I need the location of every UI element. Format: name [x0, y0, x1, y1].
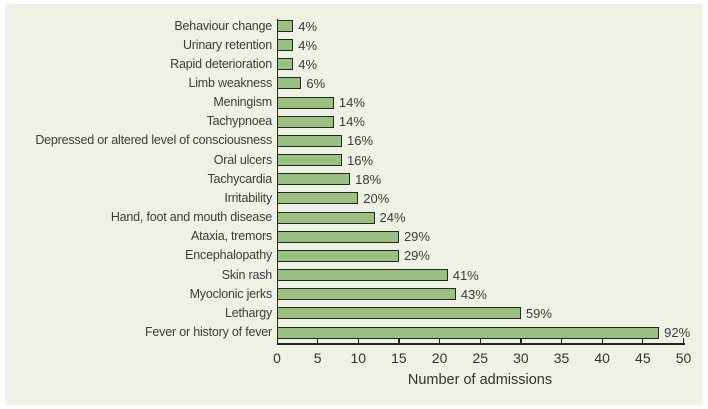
category-label: Meningism — [213, 95, 272, 110]
x-axis-tick-label: 0 — [273, 350, 281, 366]
bar — [277, 288, 456, 301]
bar — [277, 77, 302, 90]
bar-value-label: 4% — [298, 56, 318, 72]
bar — [277, 173, 351, 186]
bar-value-label: 14% — [338, 114, 365, 130]
bar — [277, 20, 294, 32]
bar-value-label: 41% — [452, 267, 479, 283]
category-label: Tachycardia — [207, 171, 273, 186]
bar-value-label: 92% — [664, 325, 691, 341]
x-axis-tick-label: 15 — [391, 350, 407, 366]
bar — [277, 58, 294, 71]
x-axis-tick-label: 20 — [431, 350, 448, 366]
x-axis-tick — [317, 337, 319, 344]
x-axis-tick-label: 45 — [635, 350, 651, 366]
category-label: Skin rash — [221, 267, 273, 282]
bar-value-label: 20% — [363, 190, 390, 206]
bar-value-label: 4% — [298, 37, 318, 53]
bar-value-label: 4% — [298, 18, 318, 34]
bar-value-label: 43% — [460, 286, 487, 302]
x-axis-tick-label: 25 — [472, 350, 489, 366]
bar-value-label: 29% — [403, 248, 430, 264]
x-axis-tick-label: 30 — [513, 350, 529, 366]
bar-value-label: 24% — [379, 210, 406, 226]
category-label: Tachypnoea — [206, 114, 273, 129]
bar — [277, 115, 334, 128]
bar — [277, 211, 375, 224]
bar — [277, 192, 359, 205]
x-axis-tick — [520, 337, 522, 344]
x-axis-tick-label: 40 — [594, 350, 610, 366]
bar — [277, 307, 521, 320]
bar — [277, 39, 294, 52]
x-axis-title: Number of admissions — [407, 372, 553, 388]
x-axis-tick — [357, 337, 359, 344]
x-axis-tick-label: 10 — [350, 350, 367, 366]
x-axis-line — [276, 343, 685, 345]
bar-value-label: 59% — [525, 305, 552, 321]
category-label: Myoclonic jerks — [189, 286, 273, 301]
bar — [277, 230, 399, 243]
category-label: Limb weakness — [188, 75, 272, 90]
category-label: Urinary retention — [182, 37, 272, 52]
bar — [277, 326, 660, 339]
x-axis-tick — [642, 337, 644, 344]
category-label: Behaviour change — [174, 18, 272, 33]
x-axis-tick — [438, 337, 441, 344]
bar-value-label: 14% — [338, 95, 365, 111]
x-axis-tick — [682, 337, 685, 344]
x-axis-tick-label: 5 — [313, 350, 322, 366]
x-axis-tick-label: 50 — [675, 350, 692, 366]
x-axis-tick — [560, 337, 563, 344]
category-label: Ataxia, tremors — [190, 229, 272, 244]
bar-value-label: 18% — [355, 171, 382, 187]
x-axis-tick-label: 35 — [553, 350, 570, 366]
bar — [277, 249, 399, 262]
category-label: Encephalopathy — [185, 248, 272, 263]
bar — [277, 134, 343, 147]
bar-value-label: 16% — [347, 133, 374, 149]
bar — [277, 96, 334, 109]
category-label: Depressed or altered level of consciousn… — [35, 133, 272, 148]
category-label: Lethargy — [224, 305, 272, 320]
category-label: Fever or history of fever — [145, 325, 272, 340]
category-label: Oral ulcers — [213, 152, 272, 167]
x-axis-tick — [601, 337, 603, 344]
bar-value-label: 6% — [306, 75, 326, 91]
category-label: Rapid deterioration — [170, 56, 272, 71]
bar-value-label: 16% — [347, 152, 374, 168]
x-axis-tick — [479, 337, 481, 344]
bar — [277, 154, 343, 167]
x-axis-tick — [398, 337, 400, 344]
category-label: Irritability — [224, 190, 272, 205]
category-label: Hand, foot and mouth disease — [110, 210, 272, 225]
bar — [277, 269, 448, 282]
bar-value-label: 29% — [403, 229, 430, 245]
